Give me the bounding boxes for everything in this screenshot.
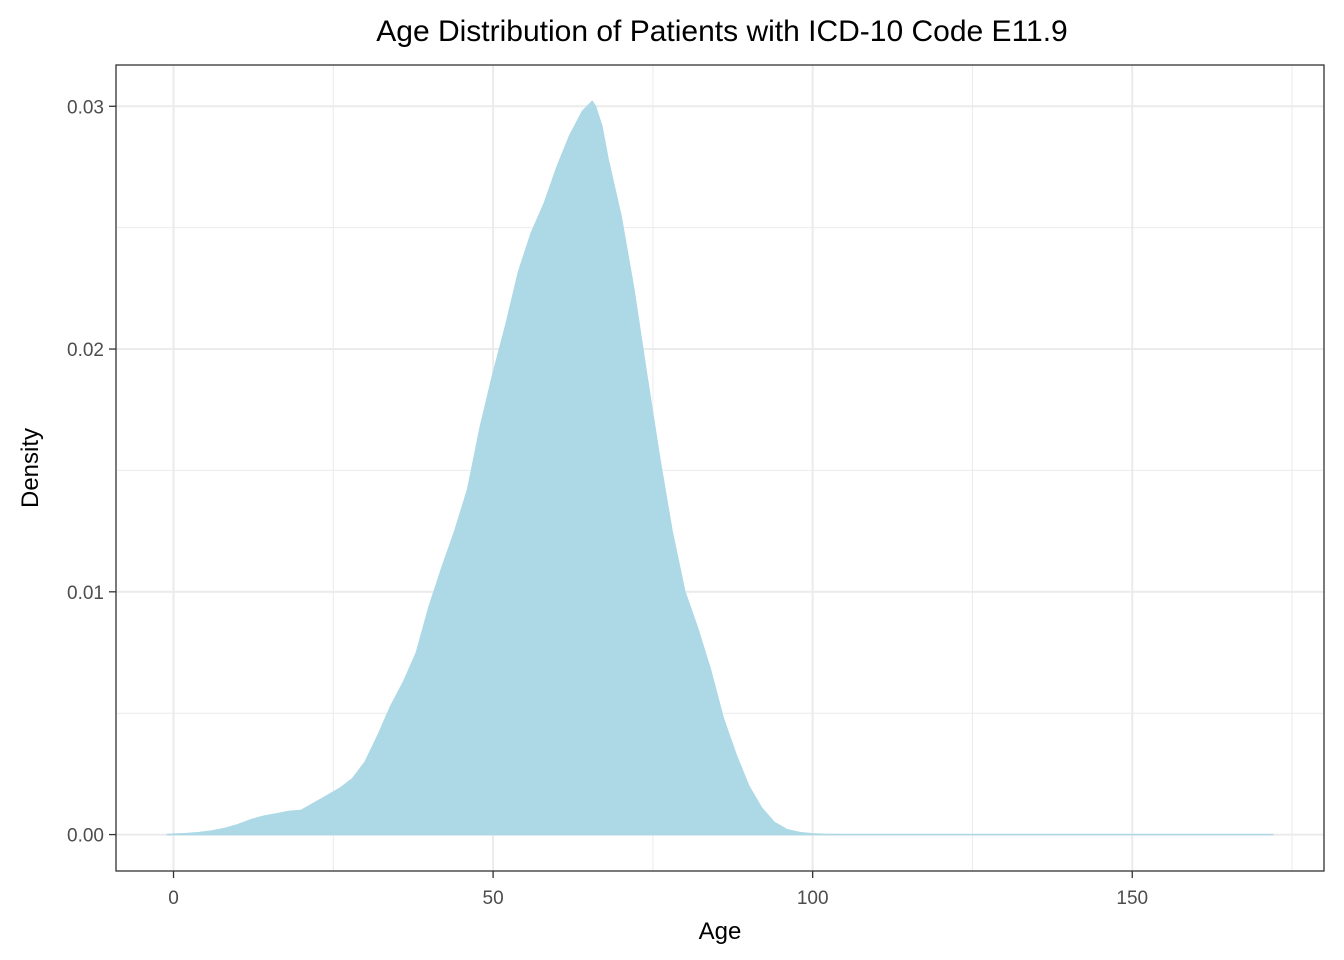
- y-tick-label-0: 0.00: [67, 826, 104, 847]
- density-area-0: [166, 100, 1274, 836]
- y-tick-label-3: 0.03: [67, 97, 104, 118]
- panel-border: [115, 64, 1325, 872]
- y-tick-label-1: 0.01: [67, 583, 104, 604]
- tick-layer: 0 50 100 150 0.00 0.01 0.02 0.03: [67, 97, 1148, 909]
- x-tick-label-0: 0: [168, 888, 179, 909]
- x-tick-label-2: 100: [797, 888, 829, 909]
- area-layer: [166, 100, 1274, 836]
- x-axis-title: Age: [699, 918, 742, 945]
- x-tick-label-3: 150: [1116, 888, 1148, 909]
- y-tick-label-2: 0.02: [67, 340, 104, 361]
- chart-title: Age Distribution of Patients with ICD-10…: [376, 15, 1067, 48]
- x-tick-label-1: 50: [483, 888, 504, 909]
- y-axis-title: Density: [17, 428, 44, 508]
